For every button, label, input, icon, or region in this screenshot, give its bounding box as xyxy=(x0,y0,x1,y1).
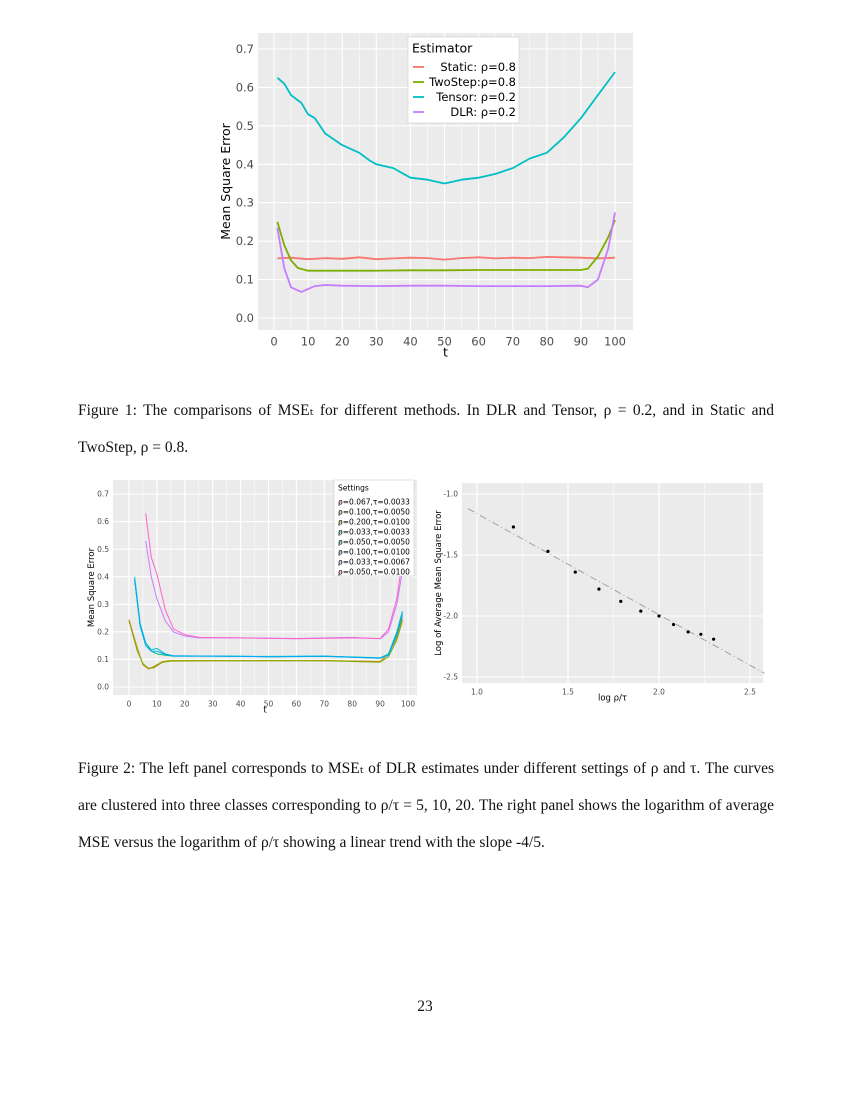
x-tick-label: 30 xyxy=(369,335,384,349)
y-tick-label: -1.5 xyxy=(443,551,458,560)
y-tick-label: 0.1 xyxy=(97,655,109,664)
y-axis-label: Mean Square Error xyxy=(218,122,233,239)
page-number: 23 xyxy=(417,998,433,1015)
legend-label: ρ=0.200,τ=0.0100 xyxy=(338,518,410,527)
figure-2-caption: Figure 2: The left panel corresponds to … xyxy=(78,760,774,851)
trend-line xyxy=(467,508,765,674)
data-point xyxy=(712,637,716,641)
x-tick-label: 20 xyxy=(180,700,190,709)
data-point xyxy=(639,609,643,613)
y-tick-label: -2.5 xyxy=(443,673,458,682)
legend-box xyxy=(333,479,415,577)
data-point xyxy=(657,614,661,618)
y-tick-label: 0.2 xyxy=(236,234,254,248)
x-tick-label: 100 xyxy=(401,700,416,709)
y-tick-label: 0.3 xyxy=(236,196,254,210)
legend-label: ρ=0.067,τ=0.0033 xyxy=(338,498,410,507)
data-point xyxy=(699,632,703,636)
x-tick-label: 90 xyxy=(574,335,589,349)
data-point xyxy=(573,570,577,574)
series-line xyxy=(276,212,616,293)
x-tick-label: 30 xyxy=(208,700,218,709)
data-point xyxy=(511,525,515,529)
figure-1-caption: Figure 1: The comparisons of MSEₜ for di… xyxy=(78,402,774,456)
y-axis-label: Log of Average Mean Square Error xyxy=(434,510,444,656)
y-tick-label: 0.6 xyxy=(97,517,109,526)
x-tick-label: 100 xyxy=(604,335,626,349)
x-axis-label: t xyxy=(263,705,267,715)
x-tick-label: 90 xyxy=(375,700,385,709)
y-tick-label: 0.2 xyxy=(97,627,109,636)
y-tick-label: -2.0 xyxy=(443,612,458,621)
figure-1-chart: 0 10 20 30 40 50 60 70 80 90 100 0.0 0.1 0.2 0.3 0.4 0.5… xyxy=(218,33,633,359)
x-tick-label: 80 xyxy=(347,700,357,709)
data-point xyxy=(619,599,623,603)
y-tick-label: 0.1 xyxy=(236,273,254,287)
x-axis-label: log ρ/τ xyxy=(598,693,627,703)
y-tick-label: 0.4 xyxy=(97,572,109,581)
series-line xyxy=(276,219,616,272)
series-line xyxy=(276,71,616,185)
legend-label: TwoStep:ρ=0.8 xyxy=(428,75,516,89)
y-tick-label: 0.0 xyxy=(236,311,254,325)
y-tick-label: 0.5 xyxy=(97,545,109,554)
y-tick-label: 0.4 xyxy=(236,157,254,171)
x-tick-label: 50 xyxy=(264,700,274,709)
y-tick-label: 0.7 xyxy=(97,490,109,499)
legend-label: Static: ρ=0.8 xyxy=(440,60,516,74)
x-tick-label: 80 xyxy=(539,335,554,349)
legend-title: Estimator xyxy=(412,41,473,56)
x-tick-label: 0 xyxy=(270,335,277,349)
x-tick-label: 70 xyxy=(320,700,330,709)
y-tick-label: 0.3 xyxy=(97,600,109,609)
y-tick-label: 0.7 xyxy=(236,42,254,56)
legend-label: ρ=0.050,τ=0.0100 xyxy=(338,568,410,577)
x-tick-label: 10 xyxy=(152,700,162,709)
y-axis-label: Mean Square Error xyxy=(87,547,97,627)
x-tick-label: 40 xyxy=(403,335,418,349)
legend-label: ρ=0.033,τ=0.0033 xyxy=(338,528,410,537)
data-point xyxy=(546,549,550,553)
series-line xyxy=(145,513,403,640)
x-tick-label: 60 xyxy=(471,335,486,349)
plot-panel xyxy=(462,483,763,683)
data-point xyxy=(597,587,601,591)
x-tick-label: 1.0 xyxy=(471,688,483,697)
y-tick-label: 0.6 xyxy=(236,80,254,94)
y-tick-label: 0.5 xyxy=(236,119,254,133)
figure-2-left-chart: 0 10 20 30 40 50 60 70 80 90 100 0.0 0.1 0.2 0.3 0.4 0.5… xyxy=(87,479,417,715)
legend-label: ρ=0.050,τ=0.0050 xyxy=(338,538,410,547)
legend-box xyxy=(407,36,520,124)
x-tick-label: 60 xyxy=(292,700,302,709)
y-tick-label: -1.0 xyxy=(443,490,458,499)
x-tick-label: 2.0 xyxy=(653,688,665,697)
x-tick-label: 2.5 xyxy=(744,688,756,697)
x-tick-label: 50 xyxy=(437,335,452,349)
x-tick-label: 0 xyxy=(127,700,132,709)
x-tick-label: 40 xyxy=(236,700,246,709)
y-tick-label: 0.0 xyxy=(97,683,109,692)
series-line xyxy=(134,579,403,659)
figure-2-right-chart: 1.0 1.5 2.0 2.5 -1.0 -1.5 -2.0 -2.5 log ρ/τ Log o… xyxy=(434,483,765,703)
x-tick-label: 1.5 xyxy=(562,688,574,697)
series-line xyxy=(128,620,403,669)
legend-label: ρ=0.100,τ=0.0100 xyxy=(338,548,410,557)
legend-label: Tensor: ρ=0.2 xyxy=(435,90,516,104)
data-point xyxy=(671,622,676,627)
series-line xyxy=(277,255,616,261)
legend-label: ρ=0.033,τ=0.0067 xyxy=(338,558,410,567)
x-tick-label: 10 xyxy=(301,335,316,349)
legend-label: DLR: ρ=0.2 xyxy=(450,105,516,119)
legend-title: Settings xyxy=(338,484,369,493)
x-axis-label: t xyxy=(443,344,448,359)
legend-label: ρ=0.100,τ=0.0050 xyxy=(338,508,410,517)
data-point xyxy=(686,630,690,634)
x-tick-label: 20 xyxy=(335,335,350,349)
x-tick-label: 70 xyxy=(505,335,520,349)
